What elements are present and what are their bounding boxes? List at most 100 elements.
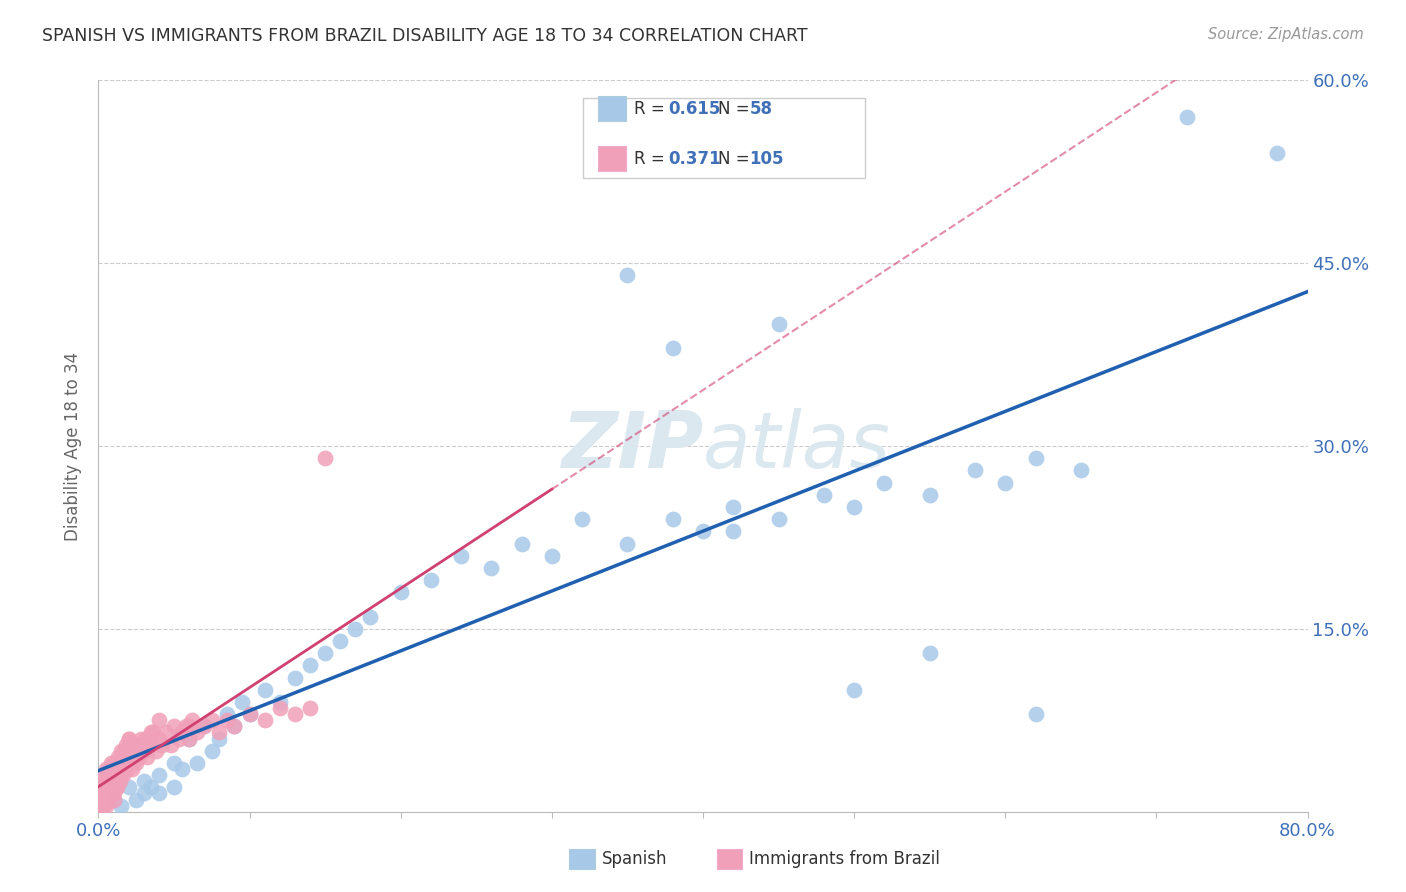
Point: [215, 714, 238, 728]
Point: [121, 762, 143, 776]
Text: 105: 105: [749, 150, 785, 168]
Point: [107, 749, 129, 764]
Point: [118, 731, 141, 746]
Point: [1267, 146, 1289, 161]
Text: atlas: atlas: [703, 408, 891, 484]
Point: [101, 762, 124, 776]
Point: [450, 549, 472, 563]
Text: 58: 58: [749, 100, 772, 118]
Point: [115, 744, 138, 758]
Point: [125, 749, 148, 764]
Point: [111, 749, 134, 764]
Point: [181, 714, 204, 728]
Point: [100, 768, 122, 782]
Y-axis label: Disability Age 18 to 34: Disability Age 18 to 34: [65, 351, 83, 541]
Point: [314, 451, 336, 466]
Point: [110, 744, 132, 758]
Point: [284, 671, 307, 685]
Point: [100, 780, 122, 795]
Point: [132, 744, 155, 758]
Point: [918, 488, 941, 502]
Point: [90, 792, 112, 806]
Text: R =: R =: [634, 100, 671, 118]
Text: Spanish: Spanish: [602, 850, 668, 868]
Point: [105, 780, 128, 795]
Point: [93, 785, 115, 799]
Point: [174, 719, 197, 733]
Point: [571, 512, 593, 526]
Point: [98, 774, 121, 789]
Point: [108, 756, 131, 770]
Point: [141, 725, 163, 739]
Point: [148, 714, 170, 728]
Point: [89, 798, 111, 813]
Point: [224, 719, 246, 733]
Point: [105, 756, 128, 770]
Point: [103, 792, 125, 806]
Point: [965, 463, 987, 477]
Point: [94, 774, 117, 789]
Point: [94, 762, 117, 776]
Point: [163, 756, 186, 770]
Point: [141, 780, 163, 795]
Point: [148, 787, 170, 801]
Point: [231, 695, 253, 709]
Point: [98, 762, 121, 776]
Point: [873, 475, 896, 490]
Point: [127, 738, 149, 752]
Point: [114, 756, 136, 770]
Point: [122, 756, 145, 770]
Point: [145, 744, 167, 758]
Point: [284, 707, 307, 722]
Point: [93, 780, 115, 795]
Point: [314, 646, 336, 660]
Point: [90, 795, 112, 809]
Point: [201, 714, 224, 728]
Point: [132, 738, 155, 752]
Point: [201, 744, 224, 758]
Point: [103, 792, 125, 806]
Point: [723, 524, 745, 539]
Point: [616, 268, 638, 283]
Point: [179, 731, 201, 746]
Point: [193, 719, 215, 733]
Point: [129, 731, 152, 746]
Point: [112, 762, 135, 776]
Point: [89, 800, 111, 814]
Point: [90, 795, 112, 809]
Point: [96, 795, 118, 809]
Point: [136, 738, 159, 752]
Point: [844, 500, 866, 514]
Point: [91, 790, 114, 805]
Point: [110, 798, 132, 813]
Point: [96, 780, 118, 795]
Point: [1070, 463, 1092, 477]
Point: [118, 731, 141, 746]
Point: [179, 719, 201, 733]
Point: [253, 714, 276, 728]
Point: [121, 738, 143, 752]
Point: [115, 762, 138, 776]
Point: [120, 749, 142, 764]
Point: [155, 725, 177, 739]
Point: [148, 731, 170, 746]
Point: [101, 774, 124, 789]
Text: R =: R =: [634, 150, 671, 168]
Point: [510, 536, 533, 550]
Point: [344, 622, 367, 636]
Point: [150, 738, 173, 752]
Point: [269, 695, 291, 709]
Point: [118, 780, 141, 795]
Point: [163, 780, 186, 795]
Point: [94, 798, 117, 813]
Point: [114, 744, 136, 758]
Point: [723, 500, 745, 514]
Point: [105, 780, 128, 795]
Point: [100, 780, 122, 795]
Point: [114, 738, 136, 752]
Point: [91, 798, 114, 813]
Point: [179, 731, 201, 746]
Point: [360, 609, 382, 624]
Point: [148, 768, 170, 782]
Point: [239, 707, 262, 722]
